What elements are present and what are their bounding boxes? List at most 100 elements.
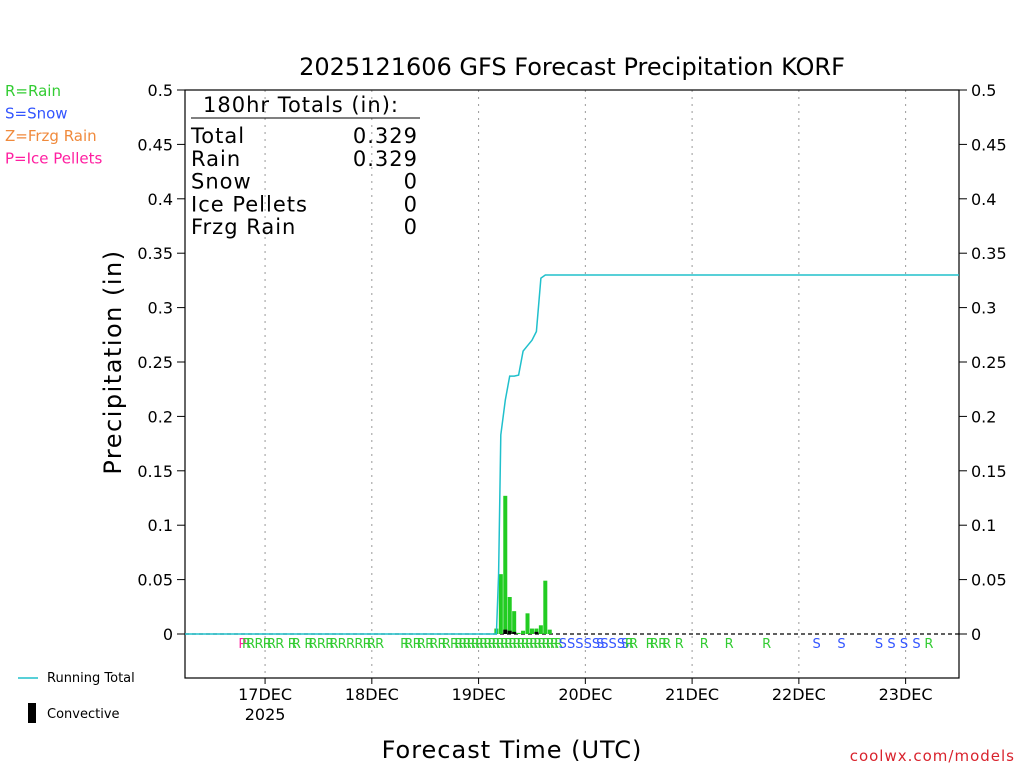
convective-bar bbox=[534, 631, 539, 634]
precip-type-marker: R bbox=[629, 637, 638, 652]
precip-bar bbox=[543, 580, 548, 634]
precip-type-marker: R bbox=[625, 637, 634, 652]
totals-row-label: Ice Pellets bbox=[191, 192, 308, 216]
precip-type-marker: R bbox=[246, 637, 255, 652]
precip-type-marker: R bbox=[309, 637, 318, 652]
precip-type-marker: R bbox=[533, 637, 542, 652]
precip-type-marker: R bbox=[500, 637, 509, 652]
y-tick-label-left: 0.25 bbox=[137, 353, 173, 372]
precip-type-marker: R bbox=[496, 637, 505, 652]
precip-type-marker: S bbox=[596, 637, 604, 652]
precip-type-marker: R bbox=[404, 637, 413, 652]
precip-type-marker: R bbox=[529, 637, 538, 652]
precip-type-marker: R bbox=[263, 637, 272, 652]
x-tick-label: 23DEC bbox=[879, 685, 933, 704]
convective-swatch bbox=[28, 703, 36, 723]
y-tick-label-right: 0.2 bbox=[971, 407, 996, 426]
precip-type-marker: R bbox=[521, 637, 530, 652]
x-tick-label: 19DEC bbox=[452, 685, 506, 704]
precip-type-legend: R=Rain S=Snow Z=Frzg Rain P=Ice Pellets bbox=[5, 82, 102, 168]
precip-type-marker: R bbox=[275, 637, 284, 652]
chart-title: 2025121606 GFS Forecast Precipitation KO… bbox=[299, 53, 845, 81]
precip-type-marker: S bbox=[617, 637, 625, 652]
precip-bar bbox=[512, 611, 517, 634]
precip-type-marker: R bbox=[329, 637, 338, 652]
y-axis-label: Precipitation (in) bbox=[99, 249, 127, 474]
totals-header: 180hr Totals (in): bbox=[203, 93, 399, 117]
precip-type-marker: R bbox=[662, 637, 671, 652]
precip-type-marker: R bbox=[517, 637, 526, 652]
legend-type-item: R=Rain bbox=[5, 82, 61, 100]
precip-type-marker: S bbox=[592, 637, 600, 652]
precip-bar bbox=[521, 630, 526, 634]
precip-type-marker: R bbox=[762, 637, 771, 652]
y-tick-label-right: 0 bbox=[971, 625, 981, 644]
x-tick-label: 18DEC bbox=[345, 685, 399, 704]
y-tick-label-right: 0.15 bbox=[971, 462, 1007, 481]
precip-type-marker: R bbox=[646, 637, 655, 652]
totals-row-value: 0 bbox=[404, 215, 418, 239]
precip-type-marker: R bbox=[242, 637, 251, 652]
x-tick-label: 22DEC bbox=[772, 685, 826, 704]
y-tick-label-left: 0.05 bbox=[137, 571, 173, 590]
legend-type-item: Z=Frzg Rain bbox=[5, 127, 97, 145]
y-tick-label-left: 0.45 bbox=[137, 135, 173, 154]
y-tick-label-left: 0.1 bbox=[148, 516, 173, 535]
precip-bar bbox=[503, 495, 508, 634]
precip-type-marker: R bbox=[479, 637, 488, 652]
precip-type-marker: R bbox=[512, 637, 521, 652]
totals-row-value: 0 bbox=[404, 170, 418, 194]
legend-type-item: P=Ice Pellets bbox=[5, 150, 102, 168]
precip-type-marker: R bbox=[338, 637, 347, 652]
precip-type-marker: S bbox=[600, 637, 608, 652]
precip-bar bbox=[538, 625, 543, 634]
precip-type-marker: R bbox=[442, 637, 451, 652]
precip-type-marker: R bbox=[504, 637, 513, 652]
precip-type-marker: R bbox=[492, 637, 501, 652]
y-tick-label-left: 0 bbox=[163, 625, 173, 644]
y-axis: 0 00.05 0.050.1 0.10.15 0.150.2 0.20.25 0.250.… bbox=[137, 81, 1006, 644]
precip-type-marker: R bbox=[475, 637, 484, 652]
convective-bar bbox=[512, 631, 517, 634]
precip-type-marker: S bbox=[887, 637, 895, 652]
y-tick-label-right: 0.05 bbox=[971, 571, 1007, 590]
y-tick-label-left: 0.2 bbox=[148, 407, 173, 426]
precip-type-marker: R bbox=[458, 637, 467, 652]
precip-type-marker: P bbox=[238, 637, 246, 652]
totals-row-label: Total bbox=[190, 124, 245, 148]
precip-type-marker: R bbox=[292, 637, 301, 652]
precip-type-marker: R bbox=[675, 637, 684, 652]
precip-type-marker: R bbox=[650, 637, 659, 652]
precip-type-marker: S bbox=[621, 637, 629, 652]
precip-bar bbox=[534, 628, 539, 634]
precip-type-marker: R bbox=[375, 637, 384, 652]
precip-type-marker: R bbox=[542, 637, 551, 652]
precip-type-markers: PRR R RR R RR RR R RR R R R RR R RR RR RR RR RRRRRRRRRRRR… bbox=[238, 637, 933, 652]
y-tick-label-left: 0.3 bbox=[148, 299, 173, 318]
running-total-legend: Running Total bbox=[47, 671, 135, 686]
precip-type-marker: S bbox=[900, 637, 908, 652]
precip-type-marker: R bbox=[467, 637, 476, 652]
x-axis-label: Forecast Time (UTC) bbox=[382, 736, 643, 764]
convective-bar bbox=[503, 629, 508, 634]
precip-type-marker: R bbox=[450, 637, 459, 652]
precip-type-marker: R bbox=[658, 637, 667, 652]
watermark: coolwx.com/models bbox=[850, 747, 1015, 765]
precip-type-marker: R bbox=[438, 637, 447, 652]
y-tick-label-left: 0.5 bbox=[148, 81, 173, 100]
precip-type-marker: R bbox=[454, 637, 463, 652]
running-total-line bbox=[185, 274, 959, 635]
precip-type-marker: R bbox=[425, 637, 434, 652]
precip-bar bbox=[498, 574, 503, 634]
precip-type-marker: R bbox=[354, 637, 363, 652]
y-tick-label-right: 0.3 bbox=[971, 299, 996, 318]
convective-legend: Convective bbox=[47, 707, 120, 722]
precip-type-marker: S bbox=[609, 637, 617, 652]
x-tick-label: 17DEC bbox=[238, 685, 292, 704]
precip-type-marker: R bbox=[400, 637, 409, 652]
totals-row-value: 0.329 bbox=[353, 124, 418, 148]
y-tick-label-right: 0.45 bbox=[971, 135, 1007, 154]
precip-type-marker: S bbox=[837, 637, 845, 652]
precip-type-marker: S bbox=[875, 637, 883, 652]
